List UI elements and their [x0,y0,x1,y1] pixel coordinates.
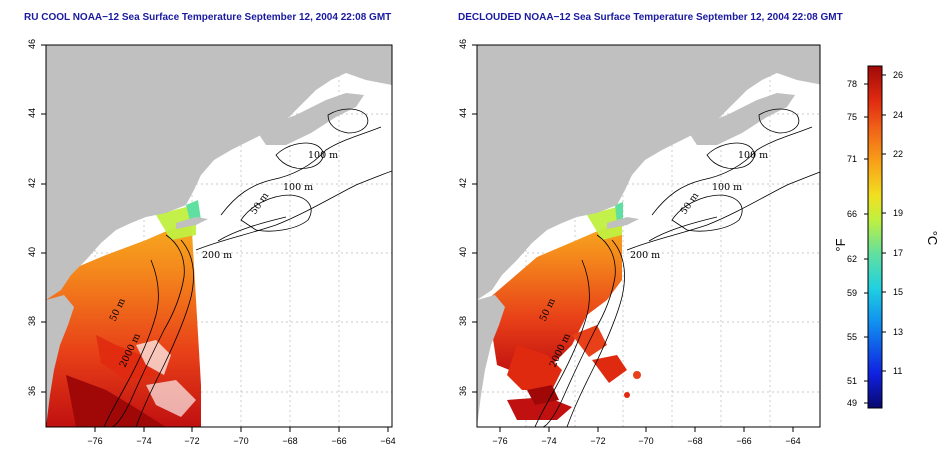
right-contour-label: 200 m [630,250,660,261]
left-x-tick: −66 [331,436,346,446]
right-map-frame [476,44,821,428]
right-y-tick: 44 [458,108,468,118]
left-y-tick: 38 [27,316,37,326]
colorbar-c-tick: 24 [893,110,903,120]
colorbar-f-tick: 78 [847,79,857,89]
colorbar-c-tick: 17 [893,248,903,258]
right-x-tick: −72 [590,436,605,446]
right-x-tick: −68 [687,436,702,446]
left-x-tick: −74 [136,436,151,446]
colorbar-f-tick: 62 [847,254,857,264]
colorbar-f-tick: 55 [847,332,857,342]
colorbar-c-tick: 22 [893,149,903,159]
right-panel-title: DECLOUDED NOAA−12 Sea Surface Temperatur… [458,12,843,23]
colorbar: 78 75 71 66 62 59 55 51 49 26 24 22 19 1… [833,65,940,409]
colorbar-f-tick: 66 [847,209,857,219]
colorbar-c-tick: 13 [893,327,903,337]
colorbar-f-tick: 51 [847,376,857,386]
right-contour-label: 100 m [738,150,768,161]
right-map-panel: 100 m 100 m 50 m 200 m 50 m 2000 m 46 44… [458,39,821,446]
right-x-tick: −76 [492,436,507,446]
right-x-tick: −74 [541,436,556,446]
left-map-panel: 100 m 100 m 50 m 200 m 50 m 2000 m 46 44… [27,39,396,446]
left-x-tick: −72 [184,436,199,446]
left-map-frame [45,44,393,428]
colorbar-f-tick: 59 [847,288,857,298]
right-sst-field [481,109,641,420]
colorbar-f-tick: 75 [847,112,857,122]
left-contour-label: 100 m [308,150,338,161]
right-x-tick: −64 [785,436,800,446]
colorbar-f-tick: 71 [847,154,857,164]
right-contour-label: 100 m [712,182,742,193]
left-x-tick: −64 [380,436,395,446]
left-contour-label: 200 m [202,250,232,261]
colorbar-c-tick: 26 [893,70,903,80]
left-sst-field [46,109,201,427]
colorbar-fahrenheit-unit: °F [833,238,848,251]
left-x-tick: −76 [87,436,102,446]
left-y-tick: 36 [27,386,37,396]
right-x-tick: −70 [638,436,653,446]
left-panel-title: RU COOL NOAA−12 Sea Surface Temperature … [24,12,392,23]
colorbar-f-tick: 49 [847,398,857,408]
left-y-tick: 46 [27,39,37,49]
left-y-tick: 44 [27,108,37,118]
colorbar-c-tick: 19 [893,208,903,218]
left-contour-label: 100 m [283,182,313,193]
colorbar-gradient [867,65,883,409]
colorbar-celsius-unit: °C [925,231,940,246]
right-y-tick: 40 [458,247,468,257]
left-x-tick: −68 [282,436,297,446]
colorbar-c-tick: 15 [893,287,903,297]
right-y-tick: 36 [458,386,468,396]
left-x-tick: −70 [233,436,248,446]
right-y-tick: 46 [458,39,468,49]
right-y-tick: 38 [458,316,468,326]
left-y-tick: 42 [27,178,37,188]
right-y-tick: 42 [458,178,468,188]
left-y-tick: 40 [27,247,37,257]
right-x-tick: −66 [736,436,751,446]
colorbar-c-tick: 11 [893,366,902,376]
